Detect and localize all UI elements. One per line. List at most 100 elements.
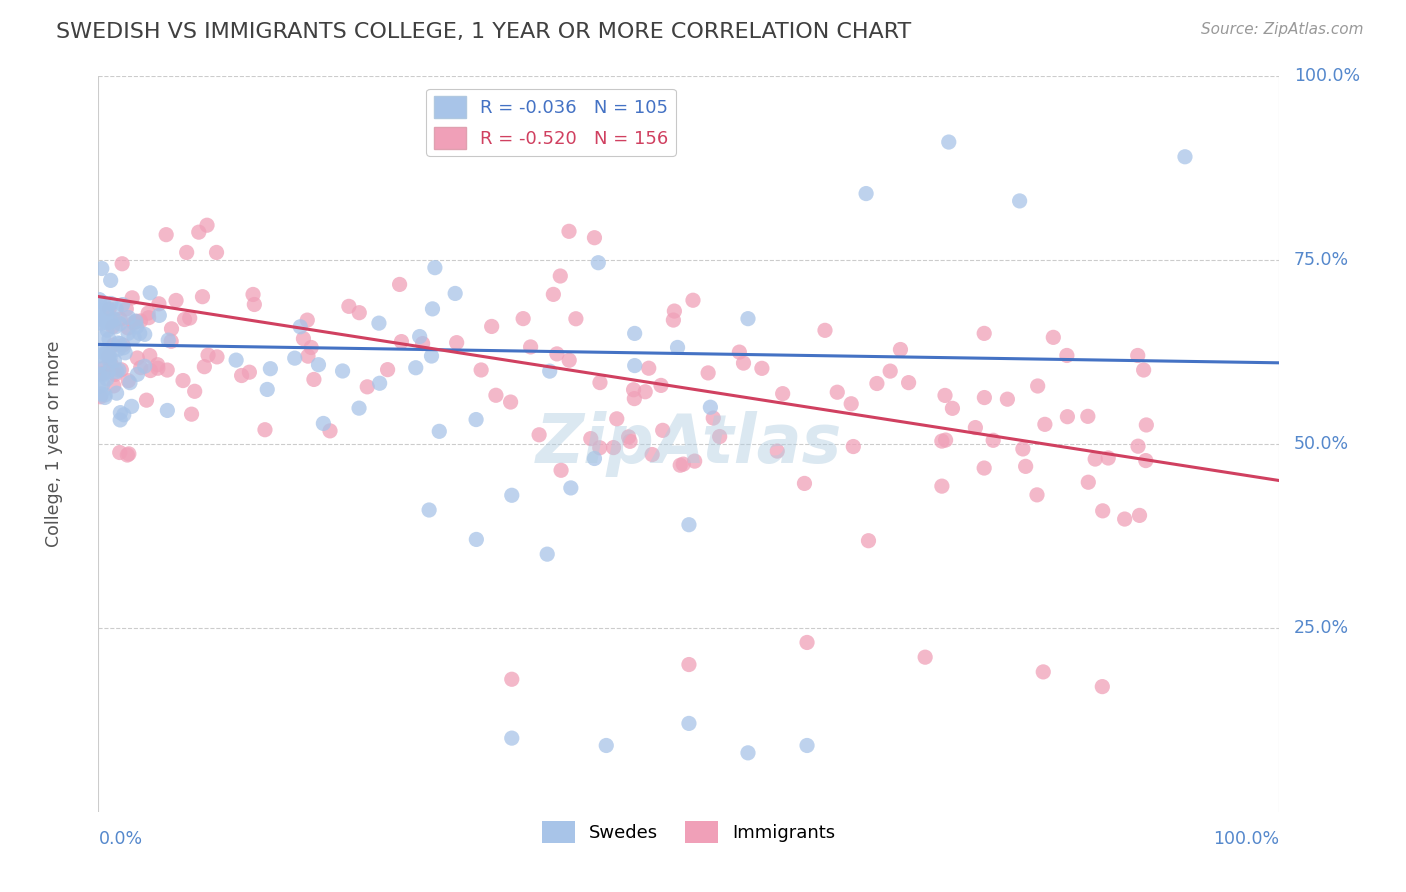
Point [115, 301, 138, 316]
Point [319, 424, 342, 438]
Point [108, 445, 131, 459]
Point [914, 650, 936, 665]
Point [1091, 680, 1114, 694]
Point [104, 368, 127, 382]
Point [136, 306, 159, 320]
Point [623, 326, 645, 341]
Point [146, 358, 169, 372]
Point [100, 296, 122, 310]
Point [623, 383, 645, 397]
Point [122, 316, 145, 330]
Point [91, 313, 114, 327]
Point [111, 297, 134, 311]
Point [111, 257, 134, 271]
Point [96, 372, 118, 386]
Point [973, 461, 995, 475]
Point [1091, 504, 1114, 518]
Point [108, 413, 131, 427]
Point [634, 384, 657, 399]
Point [112, 408, 135, 422]
Point [156, 363, 179, 377]
Point [290, 319, 312, 334]
Point [536, 547, 558, 561]
Point [108, 336, 131, 351]
Point [100, 358, 122, 372]
Point [485, 388, 508, 402]
Point [558, 353, 581, 368]
Point [588, 256, 610, 270]
Point [117, 448, 139, 462]
Point [579, 432, 602, 446]
Point [134, 359, 156, 374]
Point [191, 290, 214, 304]
Point [1132, 363, 1154, 377]
Point [173, 312, 195, 326]
Point [879, 364, 901, 378]
Point [709, 429, 731, 443]
Point [98, 355, 121, 369]
Point [157, 333, 180, 347]
Point [160, 322, 183, 336]
Point [91, 367, 114, 381]
Point [195, 218, 218, 232]
Point [606, 412, 628, 426]
Point [165, 293, 187, 308]
Point [93, 368, 115, 382]
Text: 100.0%: 100.0% [1294, 67, 1360, 85]
Point [117, 326, 139, 341]
Point [938, 135, 960, 149]
Point [105, 386, 128, 401]
Point [242, 287, 264, 301]
Point [205, 245, 228, 260]
Point [1128, 508, 1150, 523]
Point [470, 363, 492, 377]
Point [683, 454, 706, 468]
Point [253, 423, 276, 437]
Point [238, 365, 260, 379]
Point [728, 345, 751, 359]
Point [1114, 512, 1136, 526]
Point [128, 326, 150, 341]
Point [538, 364, 561, 378]
Point [97, 365, 120, 379]
Point [855, 186, 877, 201]
Point [391, 334, 413, 349]
Point [139, 363, 162, 377]
Point [444, 286, 467, 301]
Point [669, 458, 692, 473]
Point [678, 517, 700, 532]
Point [412, 336, 434, 351]
Point [973, 391, 995, 405]
Point [129, 314, 152, 328]
Point [501, 731, 523, 746]
Point [1135, 417, 1157, 432]
Point [127, 351, 149, 365]
Point [368, 376, 391, 391]
Point [1056, 409, 1078, 424]
Point [519, 340, 541, 354]
Point [94, 345, 117, 359]
Point [1126, 439, 1149, 453]
Point [117, 374, 139, 388]
Point [446, 335, 468, 350]
Point [1077, 409, 1099, 424]
Point [702, 411, 724, 425]
Text: 50.0%: 50.0% [1294, 434, 1348, 453]
Point [589, 441, 612, 455]
Point [183, 384, 205, 399]
Point [858, 533, 880, 548]
Point [259, 361, 281, 376]
Point [377, 362, 399, 376]
Point [160, 334, 183, 349]
Point [292, 332, 315, 346]
Point [583, 451, 606, 466]
Point [1056, 348, 1078, 362]
Point [981, 434, 1004, 448]
Point [349, 306, 371, 320]
Text: 75.0%: 75.0% [1294, 251, 1348, 268]
Point [965, 420, 987, 434]
Point [98, 332, 121, 346]
Point [356, 380, 378, 394]
Point [98, 343, 121, 358]
Point [118, 447, 141, 461]
